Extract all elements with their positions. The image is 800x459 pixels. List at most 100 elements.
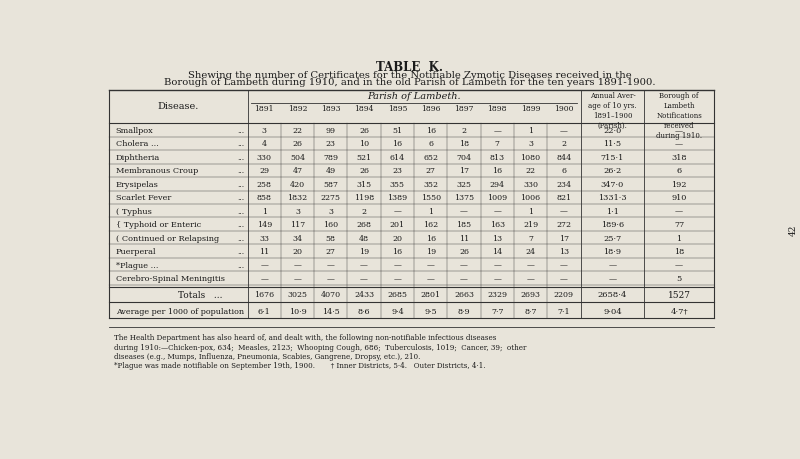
Text: 1331·3: 1331·3 <box>598 194 626 202</box>
Text: *Plague was made notifiable on September 19th, 1900.       † Inner Districts, 5·: *Plague was made notifiable on September… <box>114 361 486 369</box>
Text: 1·1: 1·1 <box>606 207 619 215</box>
Text: 6·1: 6·1 <box>258 307 270 315</box>
Text: 1550: 1550 <box>421 194 441 202</box>
Text: 18: 18 <box>459 140 469 148</box>
Text: Average per 1000 of population: Average per 1000 of population <box>116 307 245 315</box>
Text: 22: 22 <box>526 167 535 175</box>
Text: Puerperal: Puerperal <box>115 247 156 256</box>
Text: 1: 1 <box>262 207 266 215</box>
Text: ...: ... <box>238 154 245 162</box>
Text: 258: 258 <box>257 180 272 189</box>
Text: during 1910:—Chicken-pox, 634;  Measles, 2123;  Whooping Cough, 686;  Tuberculos: during 1910:—Chicken-pox, 634; Measles, … <box>114 343 526 351</box>
Text: 330: 330 <box>523 180 538 189</box>
Text: 315: 315 <box>357 180 372 189</box>
Text: Parish of Lambeth.: Parish of Lambeth. <box>367 92 461 101</box>
Text: 715·1: 715·1 <box>601 154 624 162</box>
Text: 330: 330 <box>257 154 272 162</box>
Text: 1080: 1080 <box>521 154 541 162</box>
Text: —: — <box>460 207 468 215</box>
Text: —: — <box>675 140 683 148</box>
Text: 2329: 2329 <box>487 291 507 299</box>
Text: 587: 587 <box>323 180 338 189</box>
Text: —: — <box>394 207 402 215</box>
Text: 17: 17 <box>558 234 569 242</box>
Text: Shewing the number of Certificates for the Notifiable Zymotic Diseases received : Shewing the number of Certificates for t… <box>188 71 632 80</box>
Text: 22·0: 22·0 <box>603 127 622 134</box>
Text: 3: 3 <box>295 207 300 215</box>
Text: 23: 23 <box>326 140 336 148</box>
Text: 1009: 1009 <box>487 194 507 202</box>
Text: 6: 6 <box>562 167 566 175</box>
Text: —: — <box>426 274 434 282</box>
Text: 185: 185 <box>457 221 471 229</box>
Text: Scarlet Fever: Scarlet Fever <box>115 194 170 202</box>
Text: 3: 3 <box>328 207 334 215</box>
Text: 704: 704 <box>457 154 471 162</box>
Text: 858: 858 <box>257 194 272 202</box>
Text: 24: 24 <box>526 247 536 256</box>
Text: ...: ... <box>238 207 245 215</box>
Text: 42: 42 <box>789 224 798 235</box>
Text: ( Continued or Relapsing: ( Continued or Relapsing <box>115 234 218 242</box>
Text: 1389: 1389 <box>387 194 407 202</box>
Text: 7: 7 <box>494 140 500 148</box>
Text: 1676: 1676 <box>254 291 274 299</box>
Text: —: — <box>360 274 368 282</box>
Text: 844: 844 <box>556 154 571 162</box>
Text: 2693: 2693 <box>521 291 541 299</box>
Text: 1899: 1899 <box>521 105 540 113</box>
Text: 16: 16 <box>392 140 402 148</box>
Text: 910: 910 <box>671 194 686 202</box>
Text: The Health Department has also heard of, and dealt with, the following non-notif: The Health Department has also heard of,… <box>114 334 497 341</box>
Text: —: — <box>494 207 502 215</box>
Text: ...: ... <box>238 127 245 134</box>
Text: —: — <box>327 261 334 269</box>
Text: Cerebro-Spinal Meningitis: Cerebro-Spinal Meningitis <box>115 274 225 282</box>
Text: 117: 117 <box>290 221 305 229</box>
Text: 272: 272 <box>556 221 571 229</box>
Text: —: — <box>526 261 534 269</box>
Text: *Plague ...: *Plague ... <box>115 261 158 269</box>
Text: —: — <box>494 261 502 269</box>
Text: 47: 47 <box>293 167 302 175</box>
Text: —: — <box>560 127 568 134</box>
Text: 268: 268 <box>357 221 371 229</box>
Text: ( Typhus: ( Typhus <box>115 207 151 215</box>
Text: 1892: 1892 <box>288 105 307 113</box>
Text: 1198: 1198 <box>354 194 374 202</box>
Text: —: — <box>526 274 534 282</box>
Text: —: — <box>260 274 268 282</box>
Text: 49: 49 <box>326 167 336 175</box>
Text: —: — <box>460 261 468 269</box>
Text: ...: ... <box>238 194 245 202</box>
Text: 2: 2 <box>362 207 366 215</box>
Text: 1896: 1896 <box>421 105 441 113</box>
Text: 9·04: 9·04 <box>603 307 622 315</box>
Text: 1: 1 <box>528 127 533 134</box>
Text: ...: ... <box>238 221 245 229</box>
Text: 14: 14 <box>492 247 502 256</box>
Text: Cholera ...: Cholera ... <box>115 140 158 148</box>
Text: 33: 33 <box>259 234 270 242</box>
Text: 20: 20 <box>293 247 302 256</box>
Text: diseases (e.g., Mumps, Influenza, Pneumonia, Scabies, Gangrene, Dropsy, etc.), 2: diseases (e.g., Mumps, Influenza, Pneumo… <box>114 352 421 360</box>
Text: 521: 521 <box>357 154 372 162</box>
Text: 1375: 1375 <box>454 194 474 202</box>
Text: 34: 34 <box>293 234 302 242</box>
Text: ...: ... <box>238 261 245 269</box>
Text: —: — <box>675 261 683 269</box>
Text: 789: 789 <box>323 154 338 162</box>
Text: 1832: 1832 <box>287 194 307 202</box>
Text: 1: 1 <box>677 234 682 242</box>
Text: 2275: 2275 <box>321 194 341 202</box>
Text: 355: 355 <box>390 180 405 189</box>
Text: —: — <box>608 261 617 269</box>
Text: 9·5: 9·5 <box>424 307 437 315</box>
Text: 26: 26 <box>359 167 369 175</box>
Text: 26·2: 26·2 <box>603 167 622 175</box>
Text: 10: 10 <box>359 140 369 148</box>
Text: ...: ... <box>238 180 245 189</box>
Text: 3025: 3025 <box>287 291 307 299</box>
Text: 22: 22 <box>293 127 302 134</box>
Text: ...: ... <box>238 167 245 175</box>
